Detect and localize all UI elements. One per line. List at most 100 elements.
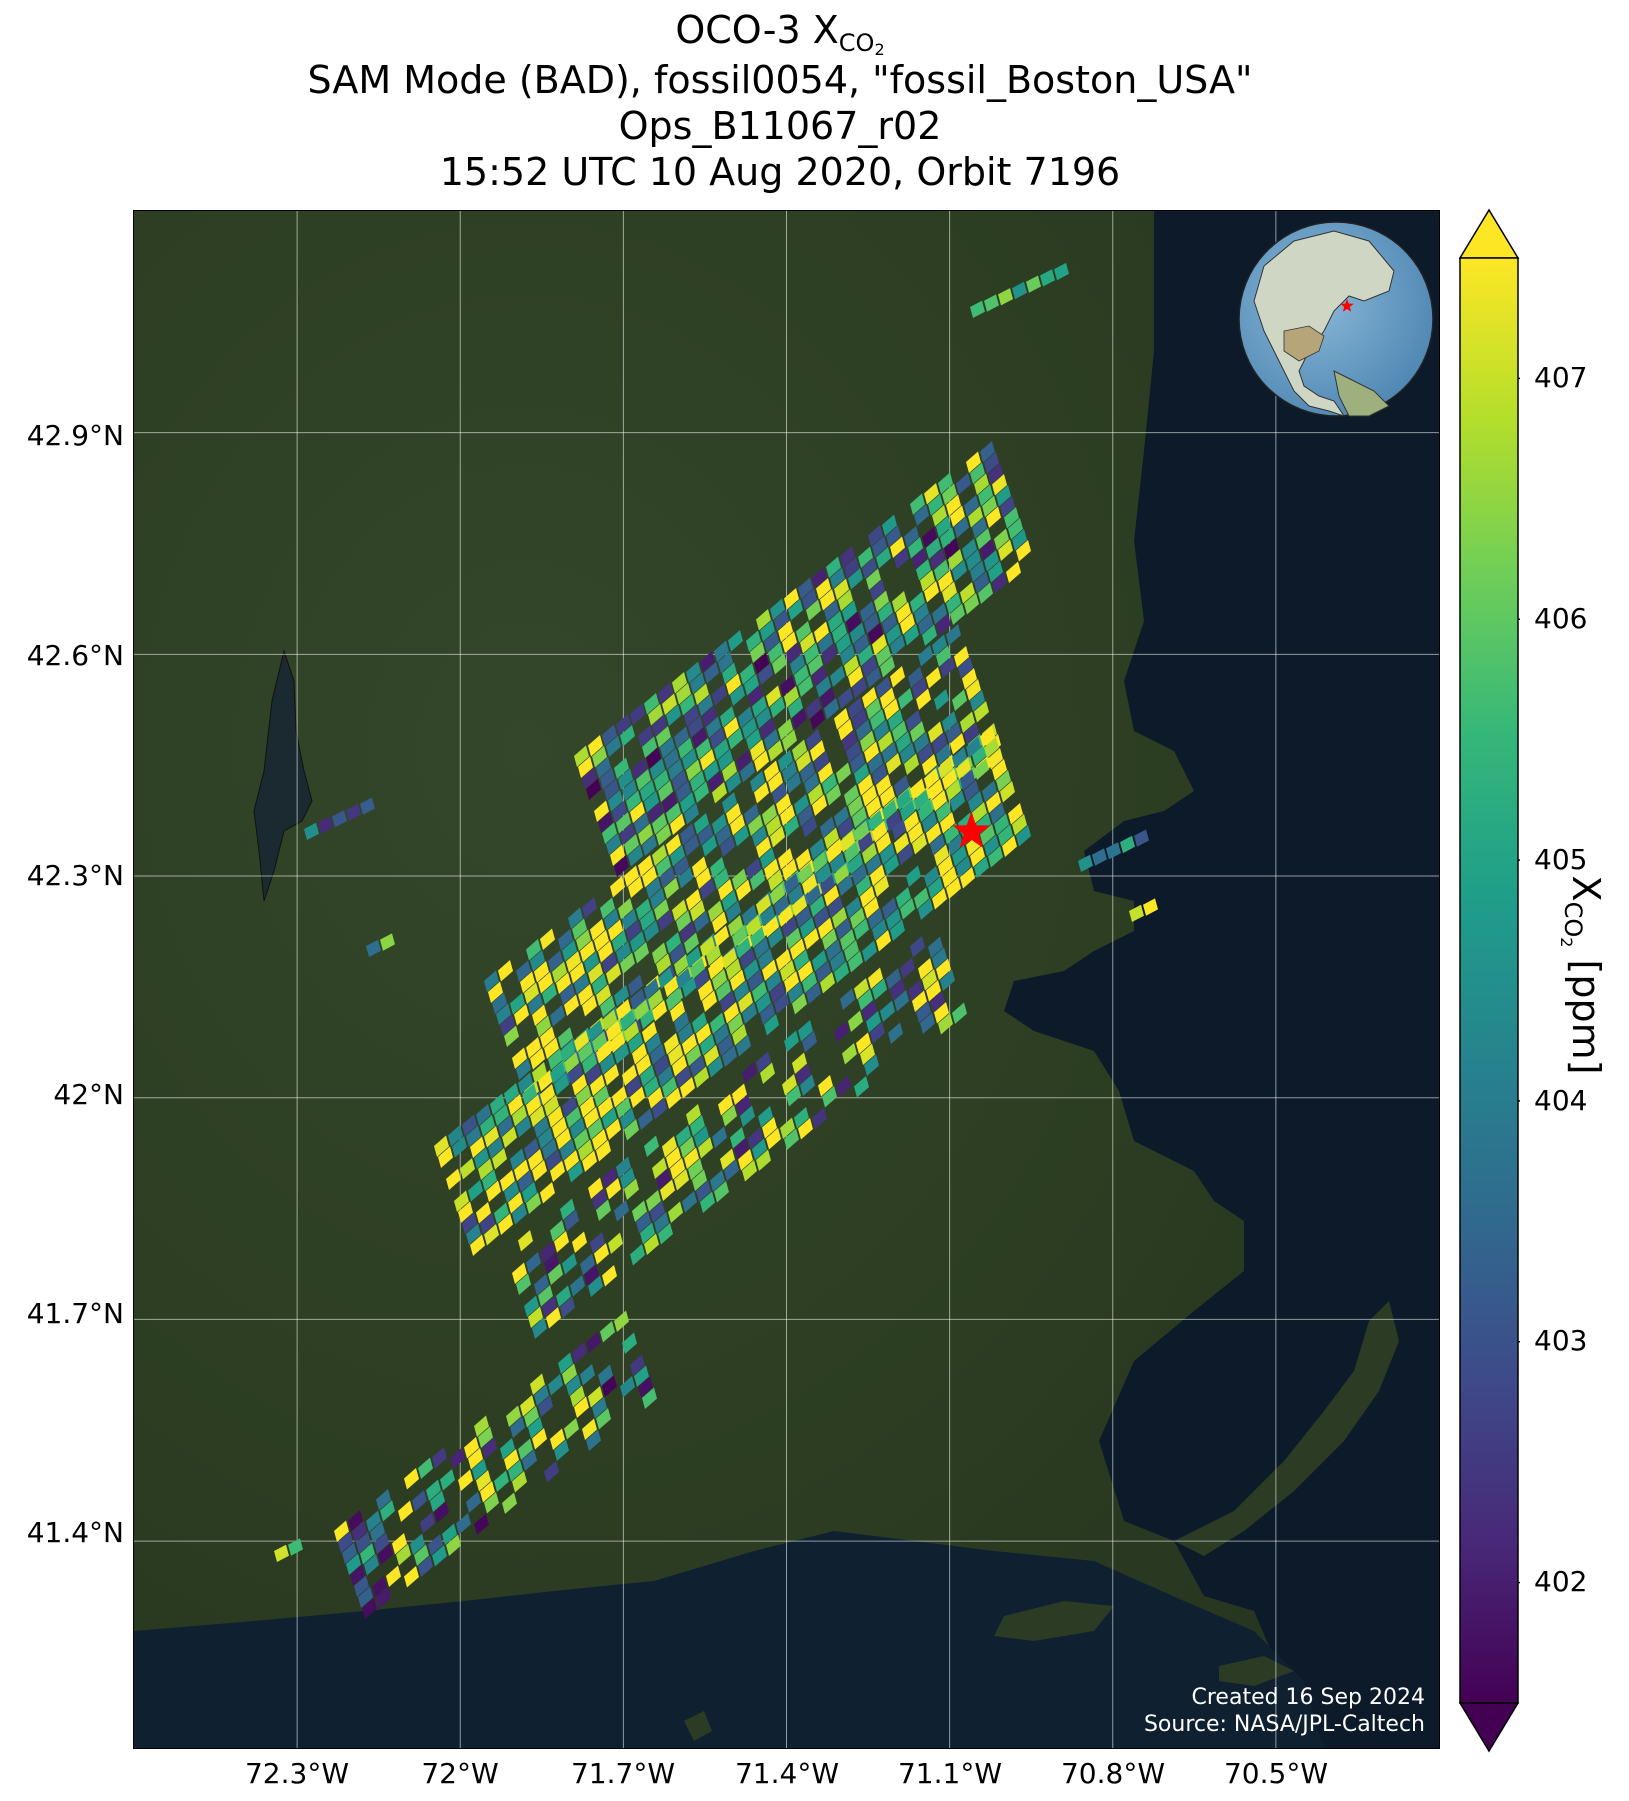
sounding-footprint-510: [726, 901, 741, 923]
sounding-footprint-1083: [658, 1223, 673, 1245]
sounding-footprint-951: [588, 1177, 603, 1199]
sounding-footprint-1124: [426, 1479, 441, 1501]
sounding-footprint-26: [578, 756, 593, 778]
sounding-footprint-888: [620, 1108, 635, 1130]
sounding-footprint-1049: [818, 1075, 833, 1097]
sounding-footprint-683: [652, 1000, 667, 1022]
sounding-footprint-224: [886, 623, 901, 645]
sounding-footprint-983: [540, 1241, 555, 1263]
sounding-footprint-981: [512, 1262, 527, 1284]
sounding-footprint-140: [832, 622, 847, 644]
sounding-footprint-710: [502, 1126, 517, 1148]
sounding-footprint-1071: [822, 1086, 837, 1108]
sounding-footprint-271: [782, 729, 797, 751]
sounding-footprint-859: [742, 1002, 757, 1024]
sounding-footprint-797: [846, 896, 861, 918]
sounding-footprint-124: [982, 495, 997, 517]
sounding-footprint-294: [652, 844, 667, 866]
sounding-footprint-1087: [756, 1149, 771, 1171]
sounding-footprint-876: [994, 813, 1009, 835]
sounding-footprint-273: [824, 698, 839, 720]
sounding-footprint-996: [862, 1000, 877, 1022]
sounding-footprint-1011: [796, 1063, 811, 1085]
sounding-footprint-306: [862, 687, 877, 709]
sounding-footprint-687: [722, 947, 737, 969]
sounding-footprint-90: [824, 600, 839, 622]
sounding-footprint-684: [666, 989, 681, 1011]
sounding-footprint-10: [714, 640, 729, 662]
sounding-footprint-318: [628, 876, 643, 898]
sounding-footprint-1095: [348, 1510, 363, 1532]
sounding-footprint-431: [658, 910, 673, 932]
sounding-footprint-1053: [930, 991, 945, 1013]
sounding-footprint-1012: [866, 1011, 881, 1033]
sounding-footprint-520: [894, 775, 909, 797]
sounding-footprint-787: [692, 1012, 707, 1034]
sounding-footprint-259: [1016, 540, 1031, 562]
sounding-footprint-606: [560, 1041, 575, 1063]
sounding-footprint-399: [570, 962, 585, 984]
sounding-footprint-480: [680, 921, 695, 943]
sounding-footprint-630: [910, 778, 925, 800]
lon-tick-3: 71.4°W: [734, 1757, 840, 1790]
sounding-footprint-178: [602, 822, 617, 844]
sounding-footprint-428: [616, 941, 631, 963]
sounding-footprint-1113: [478, 1426, 493, 1448]
sounding-footprint-1096: [376, 1489, 391, 1511]
sounding-footprint-445: [896, 731, 911, 753]
sounding-footprint-883: [550, 1160, 565, 1182]
sounding-footprint-1153: [532, 1428, 547, 1450]
sounding-footprint-805: [1000, 781, 1015, 803]
sounding-footprint-851: [630, 1086, 645, 1108]
sounding-footprint-215: [718, 749, 733, 771]
sounding-footprint-377: [650, 888, 665, 910]
sounding-footprint-158: [710, 727, 725, 749]
sounding-footprint-114: [800, 632, 815, 654]
sounding-footprint-623: [812, 852, 827, 874]
sounding-footprint-735: [894, 832, 909, 854]
sounding-footprint-1100: [474, 1415, 489, 1437]
sounding-footprint-71: [904, 526, 919, 548]
sounding-footprint-675: [526, 1094, 541, 1116]
sounding-footprint-440: [812, 794, 827, 816]
sounding-footprint-413: [822, 773, 837, 795]
sounding-footprint-1064: [710, 1170, 725, 1192]
sounding-footprint-728: [796, 906, 811, 928]
sounding-footprint-608: [588, 1020, 603, 1042]
sounding-footprint-1152: [518, 1438, 533, 1460]
sounding-footprint-791: [762, 959, 777, 981]
sounding-footprint-202: [952, 560, 967, 582]
sounding-footprint-348: [674, 856, 689, 878]
sounding-footprint-822: [696, 1023, 711, 1045]
sounding-footprint-640: [494, 1104, 509, 1126]
sounding-footprint-96: [936, 516, 951, 538]
sounding-footprint-264: [670, 813, 685, 835]
sounding-footprint-985: [596, 1199, 611, 1221]
sounding-footprint-1137: [430, 1490, 445, 1512]
sounding-footprint-700: [918, 800, 933, 822]
map-panel[interactable]: Created 16 Sep 2024 Source: NASA/JPL-Cal…: [133, 210, 1440, 1749]
sounding-footprint-1184: [362, 1597, 377, 1619]
sounding-strip-0-0: [970, 300, 985, 318]
sounding-footprint-762: [856, 875, 871, 897]
sounding-footprint-1043: [650, 1201, 665, 1223]
sounding-footprint-895: [732, 1024, 747, 1046]
sounding-footprint-116: [828, 611, 843, 633]
sounding-footprint-711: [516, 1116, 531, 1138]
sounding-footprint-1163: [494, 1470, 509, 1492]
sounding-footprint-373: [594, 930, 609, 952]
sounding-footprint-873: [952, 845, 967, 867]
sounding-footprint-750: [632, 1043, 647, 1065]
sounding-footprint-580: [640, 1007, 655, 1029]
sounding-footprint-488: [820, 816, 835, 838]
sounding-footprint-282: [978, 582, 993, 604]
sounding-footprint-519: [880, 785, 895, 807]
sounding-strip-1-2: [332, 810, 347, 828]
sounding-footprint-85: [740, 663, 755, 685]
sounding-footprint-104: [646, 747, 661, 769]
map-canvas[interactable]: [134, 211, 1439, 1748]
sounding-footprint-1161: [466, 1491, 481, 1513]
sounding-footprint-189: [756, 707, 771, 729]
sounding-footprint-321: [670, 845, 685, 867]
sounding-footprint-1077: [546, 1307, 561, 1329]
